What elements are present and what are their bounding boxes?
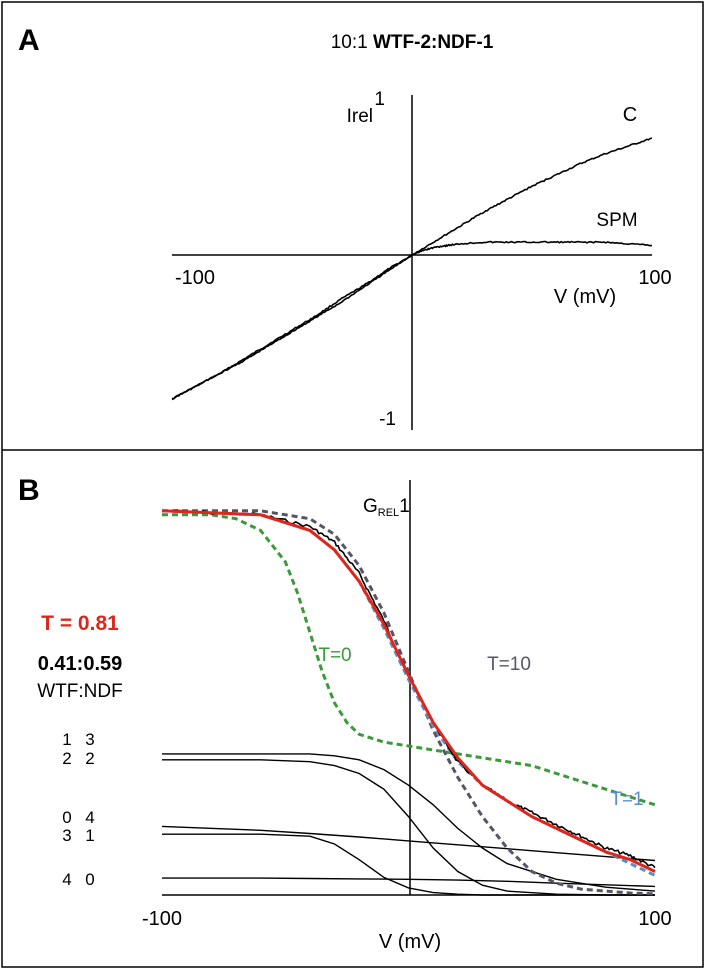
panel-b-x-tick-min: -100: [142, 908, 182, 930]
panel-a-x-tick-min: -100: [175, 267, 215, 289]
t-fit-annotation: T = 0.81: [41, 612, 119, 635]
svg-text:2: 2: [85, 749, 94, 768]
svg-text:3: 3: [85, 730, 94, 749]
series-line-1-3: [162, 753, 656, 892]
series-line-t-10: [162, 509, 656, 896]
series-line-fit: [161, 509, 656, 873]
series-line-t-0: [162, 513, 656, 807]
series-line-4-0: [162, 877, 656, 888]
panel-a-label: A: [18, 24, 40, 57]
series-label-spm: SPM: [596, 210, 637, 231]
svg-text:4: 4: [62, 870, 71, 889]
svg-text:2: 2: [62, 749, 71, 768]
panel-a-y-tick-bottom: -1: [379, 409, 396, 430]
series-line-c: [171, 137, 653, 401]
series-line-data: [161, 509, 656, 869]
series-label-t10: T=10: [487, 654, 531, 675]
stoichiometry-row-0-4: 0 4: [62, 808, 94, 827]
wtf-ndf-heading: WTF:NDF: [37, 681, 122, 702]
series-label-t1: T=1: [610, 789, 643, 810]
panel-a-x-tick-max: 100: [638, 267, 671, 289]
series-line-3-1: [162, 833, 655, 896]
panel-a-y-label: Irel: [347, 106, 373, 127]
panel-b-x-label: V (mV): [379, 931, 441, 953]
svg-text:1: 1: [62, 730, 71, 749]
ratio-annotation: 0.41:0.59: [38, 653, 123, 675]
svg-text:1: 1: [85, 826, 94, 845]
panel-b: B GREL1 -100 100 V (mV) T=0 T=10 T=1 T =…: [18, 474, 672, 953]
svg-text:4: 4: [85, 808, 94, 827]
svg-text:0: 0: [62, 808, 71, 827]
panel-b-series: [161, 509, 656, 896]
panel-a-title: 10:1 WTF-2:NDF-1: [331, 32, 494, 53]
series-line-0-4: [161, 825, 656, 862]
stoichiometry-row-4-0: 4 0: [62, 870, 94, 889]
series-line-t-1: [161, 509, 656, 877]
series-line-spm: [171, 240, 653, 400]
panel-b-y-label: GREL1: [363, 496, 410, 519]
series-label-c: C: [623, 104, 637, 126]
stoichiometry-row-3-1: 3 1: [62, 826, 94, 845]
stoichiometry-row-1-3: 1 3: [62, 730, 94, 749]
series-line-2-2: [162, 759, 655, 896]
stoichiometry-row-2-2: 2 2: [62, 749, 94, 768]
svg-text:3: 3: [62, 826, 71, 845]
panel-b-x-tick-max: 100: [638, 908, 671, 930]
panel-a-x-label: V (mV): [554, 286, 616, 308]
panel-a-y-tick-top: 1: [374, 89, 385, 110]
svg-text:0: 0: [85, 870, 94, 889]
panel-b-label: B: [18, 474, 40, 507]
series-label-t0: T=0: [318, 645, 351, 666]
panel-a-series: [171, 137, 653, 401]
panel-a: A 10:1 WTF-2:NDF-1 1 -1 Irel -100 100 V …: [18, 24, 672, 430]
